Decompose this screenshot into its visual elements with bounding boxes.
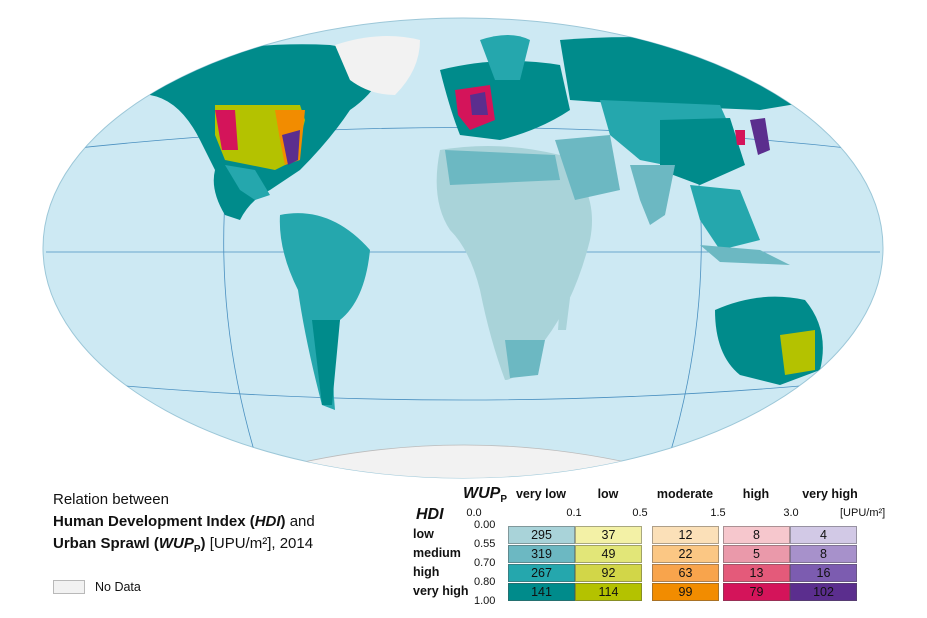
hdi-tick-label: 0.70 [474,557,496,569]
hdi-row-label: low [413,527,434,541]
australia-southeast [780,330,815,375]
usa-west [215,110,238,150]
wup-tick-label: 0.5 [632,507,648,519]
mexico [225,165,270,200]
russia [560,37,820,111]
hdi-row-label: medium [413,546,461,560]
legend-cell: 92 [575,564,642,582]
india [630,165,675,225]
hdi-row-label: high [413,565,440,579]
wup-axis-title: WUPP [463,485,507,506]
north-africa [445,150,560,185]
map-caption: Relation between Human Development Index… [53,489,315,561]
hdi-tick-label: 0.55 [474,538,496,550]
legend-cell: 5 [723,545,790,563]
korea [735,130,745,145]
legend-cell: 267 [508,564,575,582]
indonesia [700,245,790,265]
legend-cell: 114 [575,583,642,601]
hdi-tick-label: 0.00 [474,519,496,531]
legend-cell: 22 [652,545,719,563]
madagascar [558,298,570,330]
legend-cell: 16 [790,564,857,582]
unit-label: [UPU/m²] [840,507,886,519]
legend-cell: 63 [652,564,719,582]
hdi-row-label: very high [413,584,469,598]
wup-tick-label: 0.0 [466,507,482,519]
hdi-axis-title: HDI [416,506,444,523]
new-zealand [810,375,830,405]
legend-cell: 37 [575,526,642,544]
caption-line-3: Urban Sprawl (WUPP) [UPU/m²], 2014 [53,535,314,555]
legend-cell: 79 [723,583,790,601]
legend-cell: 99 [652,583,719,601]
south-africa [505,340,545,378]
legend-cell: 141 [508,583,575,601]
wup-column-label: low [597,487,619,501]
legend-cell: 13 [723,564,790,582]
land-masses [150,35,830,478]
wup-tick-label: 3.0 [783,507,799,519]
usa-northeast [282,130,300,165]
southeast-asia [690,185,760,250]
no-data-swatch [53,580,85,594]
scandinavia [480,35,530,80]
wup-column-label: moderate [656,487,714,501]
south-america [279,213,370,410]
middle-east [555,135,620,200]
china [660,118,745,185]
greenland [335,36,420,95]
argentina-chile [312,320,340,405]
hdi-tick-label: 0.80 [474,576,496,588]
caption-line-2: Human Development Index (HDI) and [53,513,315,530]
europe-core [470,92,488,115]
wup-column-label: very low [515,487,567,501]
legend-cell: 102 [790,583,857,601]
legend-cell: 8 [723,526,790,544]
wup-tick-label: 0.1 [566,507,582,519]
legend-cell: 295 [508,526,575,544]
wup-column-label: very high [802,487,858,501]
wup-column-label: high [742,487,770,501]
no-data-legend: No Data [53,580,141,594]
world-map [42,17,884,479]
legend-cell: 4 [790,526,857,544]
no-data-label: No Data [95,580,141,594]
africa [436,146,592,380]
legend-cell: 319 [508,545,575,563]
legend-cell: 49 [575,545,642,563]
caption-line-1: Relation between [53,491,169,508]
legend-cell: 12 [652,526,719,544]
legend-cell: 8 [790,545,857,563]
wup-tick-label: 1.5 [710,507,726,519]
japan [750,118,770,155]
hdi-tick-label: 1.00 [474,595,496,607]
